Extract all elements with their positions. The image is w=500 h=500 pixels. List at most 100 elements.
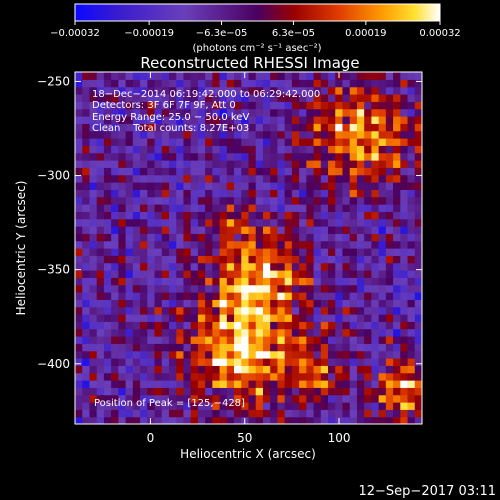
- heatmap-cell: [328, 86, 336, 95]
- heatmap-cell: [378, 292, 387, 300]
- heatmap-cell: [299, 350, 307, 359]
- heatmap-cell: [356, 336, 365, 344]
- heatmap-cell: [132, 145, 141, 154]
- heatmap-cell: [364, 365, 372, 374]
- heatmap-cell: [96, 211, 105, 220]
- heatmap-cell: [197, 174, 206, 183]
- heatmap-cell: [118, 380, 127, 388]
- heatmap-cell: [75, 72, 83, 80]
- heatmap-cell: [335, 196, 344, 205]
- heatmap-cell: [132, 160, 141, 168]
- heatmap-cell: [219, 299, 228, 308]
- heatmap-cell: [270, 196, 279, 205]
- heatmap-cell: [356, 262, 365, 271]
- heatmap-cell: [132, 226, 141, 234]
- heatmap-cell: [313, 255, 322, 264]
- heatmap-cell: [96, 108, 105, 117]
- heatmap-cell: [328, 328, 336, 337]
- heatmap-cell: [313, 416, 322, 424]
- heatmap-cell: [190, 336, 199, 344]
- heatmap-cell: [212, 248, 221, 256]
- heatmap-cell: [313, 189, 322, 198]
- heatmap-cell: [125, 174, 134, 183]
- heatmap-cell: [219, 182, 228, 190]
- heatmap-cell: [328, 321, 336, 330]
- heatmap-cell: [111, 218, 119, 227]
- heatmap-cell: [147, 160, 156, 168]
- heatmap-cell: [205, 248, 213, 256]
- heatmap-cell: [132, 79, 141, 88]
- heatmap-cell: [393, 101, 401, 110]
- heatmap-cell: [342, 380, 351, 388]
- heatmap-cell: [335, 409, 344, 418]
- heatmap-cell: [342, 218, 351, 227]
- heatmap-cell: [385, 204, 394, 212]
- heatmap-cell: [190, 145, 199, 154]
- heatmap-cell: [161, 343, 170, 352]
- y-tick-label: −400: [37, 357, 70, 371]
- heatmap-cell: [313, 306, 322, 315]
- heatmap-cell: [393, 79, 401, 88]
- heatmap-cell: [378, 189, 387, 198]
- heatmap-cell: [234, 108, 242, 117]
- heatmap-cell: [82, 182, 91, 190]
- heatmap-cell: [291, 270, 300, 278]
- heatmap-cell: [262, 138, 271, 146]
- heatmap-cell: [385, 365, 394, 374]
- heatmap-cell: [147, 314, 156, 322]
- heatmap-cell: [161, 262, 170, 271]
- heatmap-cell: [125, 248, 134, 256]
- heatmap-cell: [96, 321, 105, 330]
- heatmap-cell: [190, 204, 199, 212]
- heatmap-cell: [349, 79, 358, 88]
- heatmap-cell: [385, 372, 394, 381]
- heatmap-cell: [183, 204, 192, 212]
- heatmap-cell: [154, 182, 163, 190]
- heatmap-cell: [414, 86, 422, 95]
- heatmap-cell: [183, 350, 192, 359]
- heatmap-cell: [349, 365, 358, 374]
- heatmap-cell: [393, 152, 401, 161]
- heatmap-cell: [356, 365, 365, 374]
- heatmap-cell: [103, 262, 112, 271]
- heatmap-cell: [414, 306, 422, 315]
- heatmap-cell: [190, 196, 199, 205]
- heatmap-cell: [212, 138, 221, 146]
- heatmap-cell: [407, 284, 416, 293]
- heatmap-cell: [96, 343, 105, 352]
- heatmap-cell: [103, 365, 112, 374]
- heatmap-cell: [262, 130, 271, 139]
- heatmap-cell: [132, 233, 141, 242]
- heatmap-cell: [75, 299, 83, 308]
- heatmap-cell: [378, 358, 387, 366]
- heatmap-cell: [82, 108, 91, 117]
- heatmap-cell: [328, 380, 336, 388]
- heatmap-cell: [255, 240, 264, 249]
- heatmap-cell: [212, 336, 221, 344]
- heatmap-cell: [226, 336, 235, 344]
- heatmap-cell: [400, 130, 409, 139]
- heatmap-cell: [378, 72, 387, 80]
- heatmap-cell: [255, 101, 264, 110]
- heatmap-cell: [320, 79, 329, 88]
- heatmap-cell: [111, 145, 119, 154]
- heatmap-cell: [313, 284, 322, 293]
- heatmap-cell: [183, 130, 192, 139]
- heatmap-cell: [277, 189, 286, 198]
- heatmap-cell: [335, 321, 344, 330]
- heatmap-cell: [219, 189, 228, 198]
- heatmap-cell: [270, 409, 279, 418]
- peak-position-label: Position of Peak = [125,−428]: [94, 398, 245, 409]
- heatmap-cell: [154, 130, 163, 139]
- heatmap-cell: [75, 402, 83, 410]
- heatmap-cell: [284, 372, 293, 381]
- heatmap-cell: [226, 72, 235, 80]
- heatmap-cell: [241, 189, 250, 198]
- heatmap-cell: [103, 394, 112, 403]
- heatmap-cell: [364, 284, 372, 293]
- heatmap-cell: [118, 409, 127, 418]
- heatmap-cell: [371, 350, 380, 359]
- heatmap-cell: [219, 226, 228, 234]
- heatmap-cell: [219, 94, 228, 102]
- heatmap-cell: [328, 402, 336, 410]
